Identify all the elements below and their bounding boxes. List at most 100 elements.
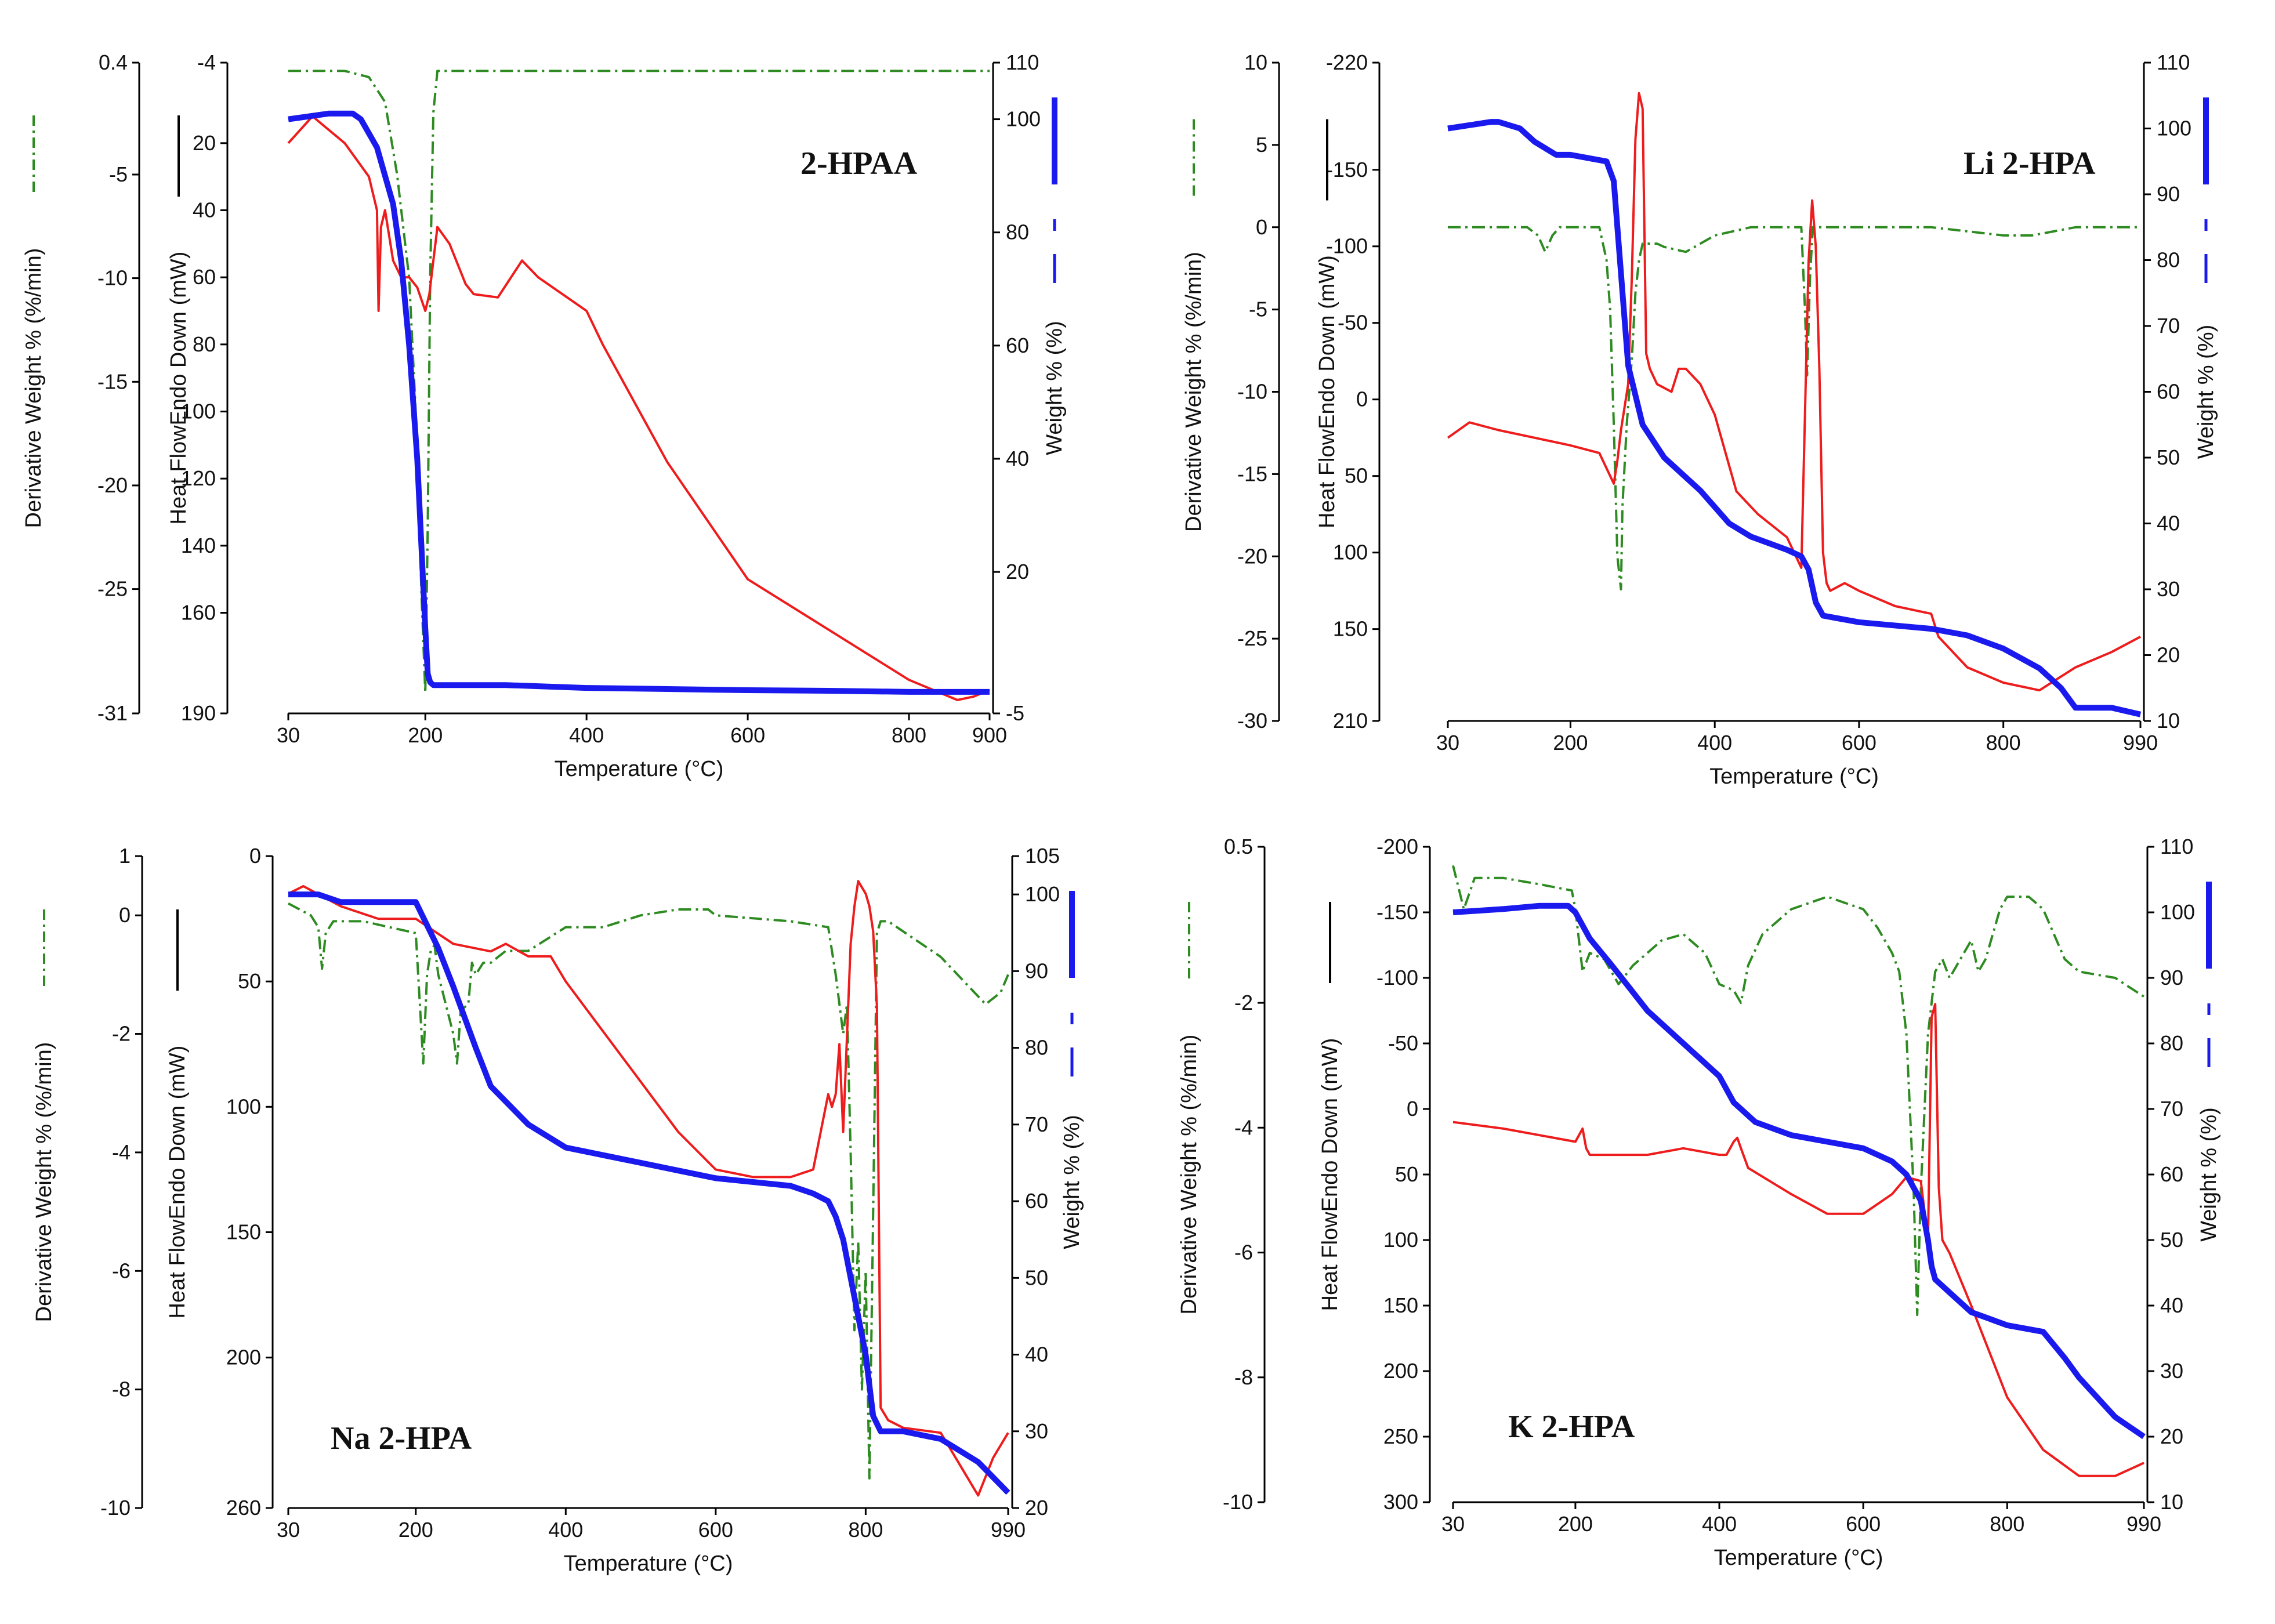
deriv-tick-label: -25 [97, 577, 128, 601]
weight-tick-label: 80 [2160, 1031, 2183, 1055]
heat-tick-label: 150 [1383, 1293, 1418, 1317]
weight-tick-label: 50 [1025, 1266, 1048, 1289]
li-2-hpa-heat-series [1447, 92, 2141, 692]
2-hpaa-heat-series [287, 115, 990, 701]
x-tick-label: 990 [2123, 731, 2158, 755]
heat-tick-label: 50 [1345, 464, 1368, 488]
heat-tick-label: -100 [1376, 966, 1418, 989]
heat-tick-label: 0 [1407, 1097, 1418, 1121]
na-2-hpa-deriv-series [288, 902, 1009, 1480]
deriv-tick-label: -10 [1223, 1490, 1253, 1514]
deriv-tick-label: -5 [109, 162, 128, 186]
heat-tick-label: -4 [197, 50, 216, 74]
heat-tick-label: 150 [226, 1220, 261, 1244]
deriv-tick-label: -2 [1234, 991, 1253, 1014]
heat-tick-label: 20 [193, 131, 216, 155]
chart-title: Li 2-HPA [1964, 146, 2096, 182]
x-tick-label: 600 [730, 723, 765, 747]
heat-axis-label: Heat FlowEndo Down (mW) [165, 1046, 190, 1319]
deriv-tick-label: 1 [119, 844, 131, 868]
weight-tick-label: 20 [1025, 1496, 1048, 1520]
heat-tick-label: 0 [1356, 387, 1368, 411]
deriv-axis-label: Derivative Weight % (%/min) [21, 248, 46, 528]
weight-axis-label: Weight % (%) [2194, 325, 2218, 459]
deriv-tick-label: -4 [112, 1140, 131, 1164]
weight-tick-label: 40 [1025, 1343, 1048, 1366]
x-tick-label: 600 [698, 1518, 733, 1542]
chart-title: Na 2-HPA [331, 1420, 472, 1456]
deriv-tick-label: -8 [112, 1378, 131, 1401]
heat-axis-label: Heat FlowEndo Down (mW) [1318, 1038, 1342, 1311]
heat-tick-label: -150 [1376, 900, 1418, 924]
x-tick-label: 600 [1842, 731, 1876, 755]
weight-tick-label: 70 [2160, 1097, 2183, 1121]
deriv-tick-label: -10 [97, 266, 128, 290]
weight-tick-label: 60 [2160, 1162, 2183, 1186]
x-tick-label: 990 [991, 1518, 1026, 1542]
weight-tick-label: 10 [2157, 709, 2180, 733]
x-tick-label: 200 [399, 1518, 433, 1542]
2-hpaa-weight-series [288, 110, 990, 695]
heat-tick-label: 160 [181, 600, 216, 624]
deriv-tick-label: -8 [1234, 1365, 1253, 1389]
x-tick-label: 800 [1986, 731, 2021, 755]
weight-tick-label: 90 [2160, 966, 2183, 989]
heat-tick-label: 150 [1333, 617, 1368, 641]
x-axis-label: Temperature (°C) [1709, 764, 1879, 789]
weight-axis-label: Weight % (%) [1060, 1115, 1084, 1249]
heat-tick-label: 250 [1383, 1424, 1418, 1448]
li-2-hpa-weight-series [1447, 119, 2142, 717]
na-2-hpa-weight-series [288, 891, 1010, 1495]
weight-tick-label: 70 [2157, 314, 2180, 338]
deriv-tick-label: 0.5 [1224, 835, 1253, 858]
heat-tick-label: 50 [238, 969, 261, 993]
heat-tick-label: -200 [1376, 835, 1418, 858]
heat-tick-label: 260 [226, 1496, 261, 1520]
heat-tick-label: 200 [226, 1346, 261, 1369]
x-tick-label: 30 [1441, 1512, 1465, 1536]
weight-tick-label: 30 [2157, 577, 2180, 601]
deriv-axis-label: Derivative Weight % (%/min) [32, 1042, 56, 1322]
x-tick-label: 200 [1558, 1512, 1593, 1536]
weight-tick-label: 40 [2157, 512, 2180, 535]
weight-tick-label: 80 [1006, 220, 1029, 244]
deriv-tick-label: -10 [1237, 380, 1267, 404]
x-tick-label: 400 [548, 1518, 583, 1542]
x-tick-label: 30 [277, 1518, 300, 1542]
heat-tick-label: 100 [1333, 541, 1368, 564]
heat-tick-label: 100 [1383, 1228, 1418, 1252]
x-axis-label: Temperature (°C) [1714, 1546, 1883, 1570]
heat-tick-label: 120 [181, 466, 216, 490]
deriv-tick-label: 10 [1244, 50, 1267, 74]
weight-tick-label: 40 [2160, 1293, 2183, 1317]
heat-tick-label: -50 [1388, 1031, 1418, 1055]
x-tick-label: 800 [1990, 1512, 2024, 1536]
heat-tick-label: 0 [249, 844, 261, 868]
heat-tick-label: 210 [1333, 709, 1368, 733]
chart-title: 2-HPAA [800, 146, 918, 182]
heat-tick-label: 60 [193, 265, 216, 289]
deriv-tick-label: -4 [1234, 1115, 1253, 1139]
k-2-hpa-deriv-series [1452, 865, 2145, 1317]
x-tick-label: 200 [408, 723, 443, 747]
heat-tick-label: 80 [193, 332, 216, 356]
deriv-tick-label: -5 [1249, 298, 1267, 321]
weight-tick-label: 100 [1006, 107, 1041, 131]
k-2-hpa-weight-series [1452, 902, 2146, 1440]
deriv-tick-label: -20 [1237, 544, 1267, 568]
deriv-tick-label: -15 [1237, 462, 1267, 485]
weight-tick-label: 100 [1025, 882, 1060, 906]
na-2-hpa-heat-series [288, 880, 1009, 1497]
deriv-tick-label: 0.4 [99, 50, 128, 74]
heat-tick-label: -220 [1326, 50, 1368, 74]
x-tick-label: 900 [972, 723, 1007, 747]
weight-tick-label: 50 [2160, 1228, 2183, 1252]
heat-axis-label: Heat FlowEndo Down (mW) [166, 252, 191, 525]
x-tick-label: 600 [1846, 1512, 1881, 1536]
weight-tick-label: 100 [2157, 117, 2191, 140]
x-axis-label: Temperature (°C) [564, 1552, 733, 1576]
